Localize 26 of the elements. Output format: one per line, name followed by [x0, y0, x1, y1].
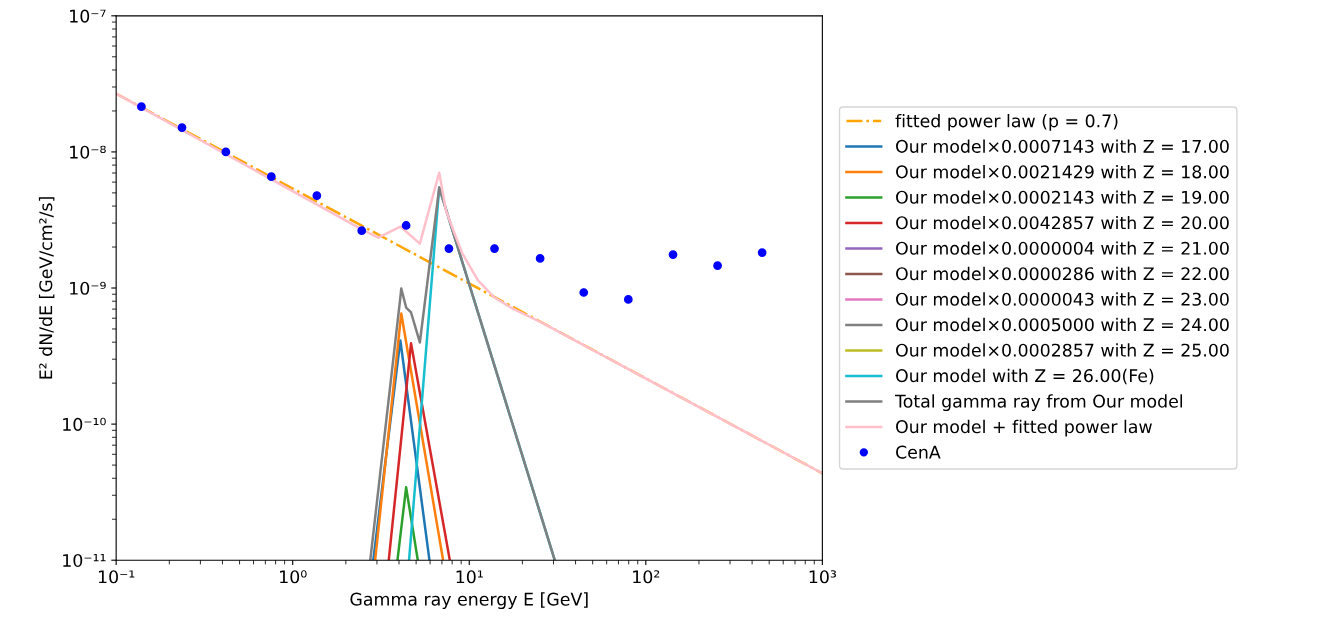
- legend-label: fitted power law (p = 0.7): [895, 113, 1118, 131]
- legend-label: CenA: [896, 445, 941, 459]
- x-tick-label: 10⁻¹: [98, 570, 135, 584]
- y-axis-title: E² dN/dE [GeV/cm²/s]: [38, 197, 55, 379]
- y-tick-label: 10⁻⁹: [70, 281, 106, 295]
- y-tick-label: 10⁻¹⁰: [63, 417, 106, 431]
- legend-label: Our model×0.0000286 with Z = 22.00: [896, 266, 1229, 281]
- legend-label: Our model×0.0000004 with Z = 21.00: [896, 241, 1229, 255]
- legend-label: Our model + fitted power law: [896, 419, 1152, 437]
- x-tick-label: 10²: [633, 570, 660, 584]
- legend-label: Our model×0.0002857 with Z = 25.00: [896, 343, 1229, 357]
- x-tick-label: 10¹: [456, 570, 483, 584]
- y-tick-label: 10⁻⁸: [70, 145, 106, 159]
- x-tick-label: 10⁰: [280, 570, 307, 584]
- legend-label: Total gamma ray from Our model: [895, 394, 1183, 412]
- legend-label: Our model×0.0007143 with Z = 17.00: [896, 139, 1229, 153]
- legend-label: Our model×0.0005000 with Z = 24.00: [896, 317, 1229, 332]
- y-tick-label: 10⁻¹¹: [63, 553, 106, 568]
- legend-label: Our model×0.0002143 with Z = 19.00: [896, 190, 1229, 204]
- legend-label: Our model×0.0000043 with Z = 23.00: [896, 292, 1229, 306]
- x-tick-label: 10³: [809, 570, 836, 584]
- legend-label: Our model with Z = 26.00(Fe): [896, 368, 1154, 385]
- y-tick-label: 10⁻⁷: [70, 9, 106, 23]
- legend-label: Our model×0.0021429 with Z = 18.00: [896, 164, 1229, 179]
- x-axis-title: Gamma ray energy E [GeV]: [350, 592, 588, 610]
- legend-label: Our model×0.0042857 with Z = 20.00: [896, 215, 1229, 230]
